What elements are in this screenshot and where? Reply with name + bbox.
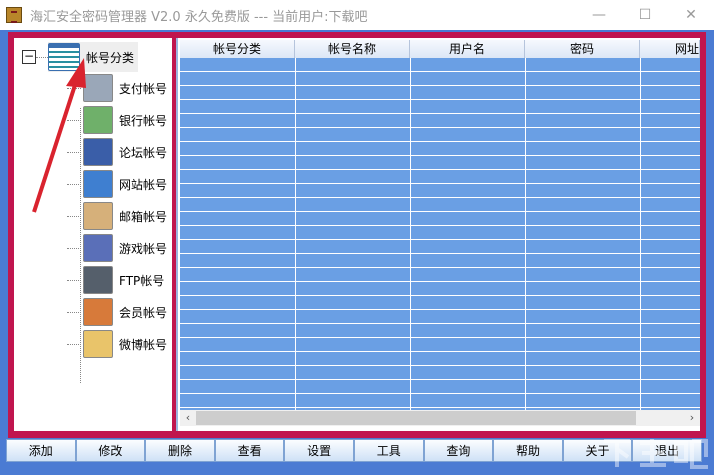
column-header[interactable]: 帐号名称 bbox=[295, 40, 410, 58]
tree-item-label: FTP帐号 bbox=[119, 273, 165, 288]
tree-line bbox=[67, 344, 81, 345]
category-tree[interactable]: − 帐号分类 支付帐号银行帐号论坛帐号网站帐号邮箱帐号游戏帐号 FTP帐号会员帐号… bbox=[14, 38, 172, 431]
tree-item-label: 支付帐号 bbox=[119, 81, 168, 96]
toolbar-button[interactable]: 关于 bbox=[562, 439, 633, 462]
horizontal-scrollbar[interactable]: ‹ › bbox=[180, 410, 700, 426]
tree-item-label: 会员帐号 bbox=[119, 305, 168, 320]
toolbar-button[interactable]: 设置 bbox=[284, 439, 354, 462]
scroll-left-arrow[interactable]: ‹ bbox=[185, 411, 191, 424]
column-header[interactable]: 密码 bbox=[525, 40, 640, 58]
tree-line bbox=[67, 184, 81, 185]
accounts-table[interactable]: 帐号分类 帐号名称 用户名 密码 网址 ‹ › bbox=[176, 38, 700, 431]
toolbar-button[interactable]: 修改 bbox=[75, 439, 146, 462]
tree-line bbox=[36, 57, 48, 58]
computer-icon bbox=[83, 266, 113, 294]
tree-item-label: 微博帐号 bbox=[119, 337, 168, 352]
table-body[interactable] bbox=[180, 58, 700, 410]
table-header: 帐号分类 帐号名称 用户名 密码 网址 bbox=[180, 40, 700, 58]
tree-line bbox=[67, 312, 81, 313]
tree-item[interactable]: 论坛帐号 bbox=[67, 137, 168, 167]
tree-item[interactable]: 邮箱帐号 bbox=[67, 201, 168, 231]
toolbar-button[interactable]: 查看 bbox=[214, 439, 285, 462]
tree-line bbox=[67, 280, 81, 281]
calculator-coins-icon bbox=[83, 74, 113, 102]
column-header[interactable]: 用户名 bbox=[410, 40, 525, 58]
tree-item[interactable]: 会员帐号 bbox=[67, 297, 168, 327]
tree-item-label: 游戏帐号 bbox=[119, 241, 168, 256]
close-button[interactable]: ✕ bbox=[685, 7, 697, 23]
bank-card-icon bbox=[83, 106, 113, 134]
column-header[interactable]: 网址 bbox=[640, 40, 700, 58]
minimize-button[interactable]: — bbox=[592, 7, 606, 23]
tree-line bbox=[67, 216, 81, 217]
toolbar-button[interactable]: 帮助 bbox=[493, 439, 563, 462]
toolbar-button[interactable]: 删除 bbox=[145, 439, 215, 462]
tree-item[interactable]: 支付帐号 bbox=[67, 73, 168, 103]
tree-item-label: 银行帐号 bbox=[119, 113, 168, 128]
tree-root[interactable]: 帐号分类 bbox=[48, 42, 139, 72]
toolbar-button[interactable]: 退出 bbox=[632, 439, 702, 462]
tree-line bbox=[67, 152, 81, 153]
toolbar: 添加 修改 删除 查看 设置 工具 查询 帮助 关于 退出 bbox=[6, 439, 702, 462]
tree-line bbox=[67, 120, 81, 121]
forum-window-icon bbox=[83, 138, 113, 166]
title-bar: 海汇安全密码管理器 V2.0 永久免费版 --- 当前用户:下载吧 — ☐ ✕ bbox=[0, 0, 714, 30]
tree-line bbox=[80, 108, 81, 383]
tree-root-label: 帐号分类 bbox=[86, 50, 135, 65]
tree-item-label: 邮箱帐号 bbox=[119, 209, 168, 224]
scroll-right-arrow[interactable]: › bbox=[689, 411, 695, 424]
toolbar-button[interactable]: 查询 bbox=[423, 439, 494, 462]
scroll-thumb[interactable] bbox=[196, 411, 636, 425]
tree-item[interactable]: 游戏帐号 bbox=[67, 233, 168, 263]
tree-item-label: 论坛帐号 bbox=[119, 145, 168, 160]
network-icon bbox=[83, 170, 113, 198]
toolbar-button[interactable]: 工具 bbox=[353, 439, 424, 462]
maximize-button[interactable]: ☐ bbox=[638, 7, 652, 23]
tree-item[interactable]: 银行帐号 bbox=[67, 105, 168, 135]
toolbar-button[interactable]: 添加 bbox=[6, 439, 76, 462]
tree-line bbox=[67, 248, 81, 249]
tree-item-label: 网站帐号 bbox=[119, 177, 168, 192]
tree-item[interactable]: 微博帐号 bbox=[67, 329, 168, 359]
column-header[interactable]: 帐号分类 bbox=[180, 40, 295, 58]
tree-item[interactable]: FTP帐号 bbox=[67, 265, 165, 295]
document-window-icon bbox=[83, 330, 113, 358]
collapse-toggle[interactable]: − bbox=[22, 49, 36, 64]
gamepad-icon bbox=[83, 234, 113, 262]
users-icon bbox=[83, 298, 113, 326]
window-title: 海汇安全密码管理器 V2.0 永久免费版 --- 当前用户:下载吧 bbox=[30, 9, 368, 25]
app-icon bbox=[6, 7, 22, 23]
tree-item[interactable]: 网站帐号 bbox=[67, 169, 168, 199]
envelope-icon bbox=[83, 202, 113, 230]
category-list-icon bbox=[48, 43, 80, 71]
red-arrow-annotation bbox=[32, 58, 86, 213]
